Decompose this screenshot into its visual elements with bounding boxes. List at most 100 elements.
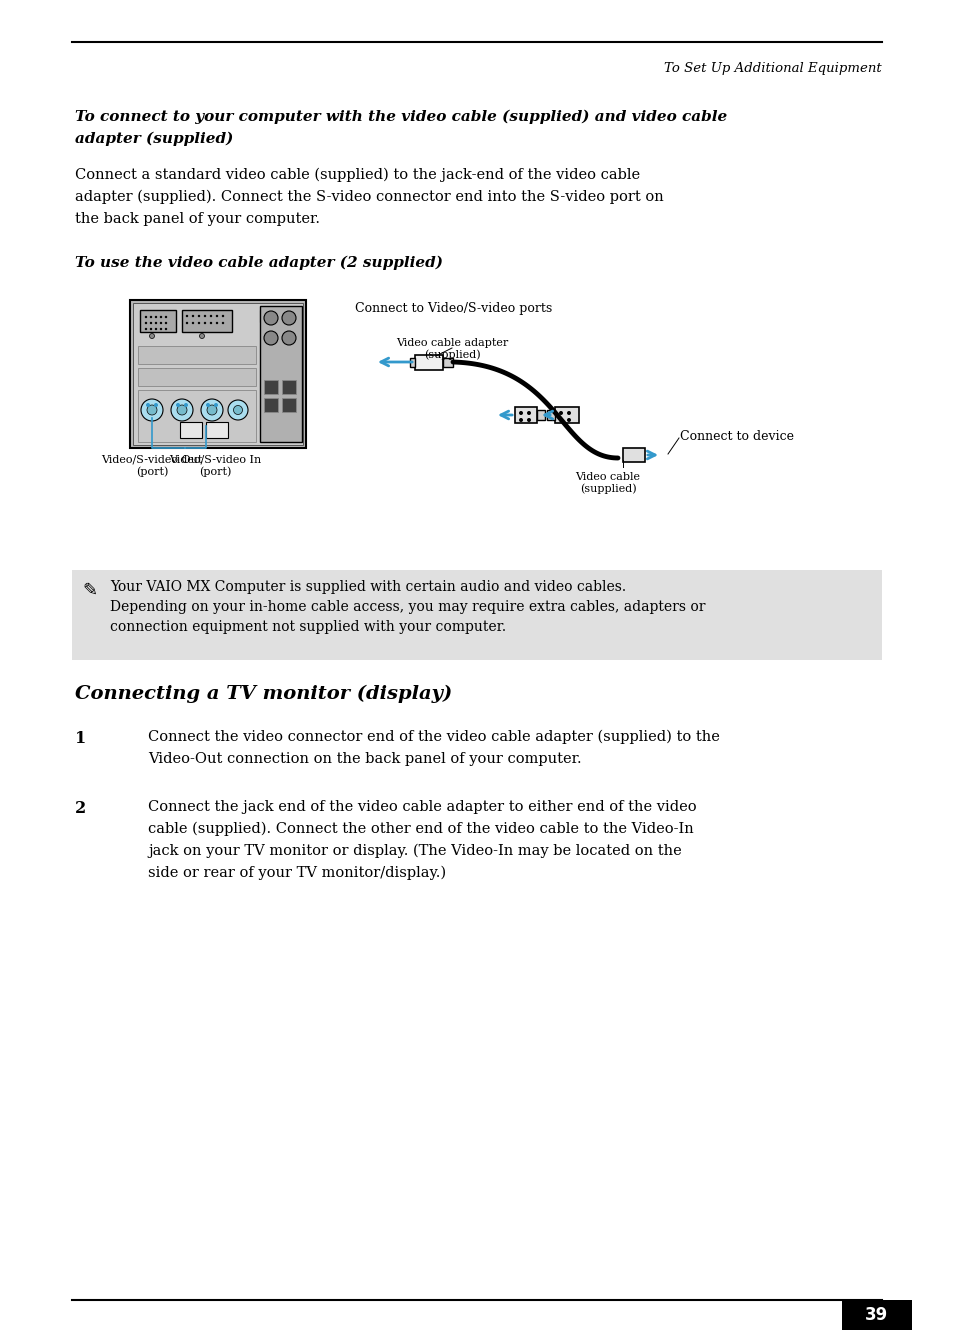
Circle shape: [204, 322, 206, 324]
Text: 2: 2: [75, 800, 86, 817]
Circle shape: [558, 418, 562, 422]
Text: Video cable adapter
(supplied): Video cable adapter (supplied): [395, 338, 508, 360]
Circle shape: [150, 322, 152, 324]
Circle shape: [558, 411, 562, 415]
Circle shape: [160, 316, 162, 318]
Circle shape: [160, 328, 162, 330]
Text: Connect a standard video cable (supplied) to the jack-end of the video cable: Connect a standard video cable (supplied…: [75, 168, 639, 182]
Circle shape: [186, 315, 188, 318]
Circle shape: [228, 401, 248, 419]
Text: ✎: ✎: [82, 582, 97, 600]
Circle shape: [186, 322, 188, 324]
Circle shape: [201, 399, 223, 421]
Text: Connect the jack end of the video cable adapter to either end of the video: Connect the jack end of the video cable …: [148, 800, 696, 813]
Circle shape: [141, 399, 163, 421]
Bar: [206, 422, 228, 438]
Bar: [71, 570, 882, 661]
Circle shape: [215, 322, 218, 324]
Circle shape: [215, 315, 218, 318]
Circle shape: [154, 328, 157, 330]
Circle shape: [165, 328, 167, 330]
Bar: [515, 407, 537, 423]
Text: adapter (supplied). Connect the S-video connector end into the S-video port on: adapter (supplied). Connect the S-video …: [75, 190, 663, 205]
Circle shape: [264, 331, 277, 344]
Bar: [622, 448, 644, 462]
Text: Video/S-video Out
(port): Video/S-video Out (port): [101, 456, 202, 477]
Circle shape: [526, 418, 531, 422]
Bar: [555, 407, 578, 423]
Circle shape: [150, 328, 152, 330]
Text: Video cable
(supplied): Video cable (supplied): [575, 472, 639, 494]
Circle shape: [145, 322, 147, 324]
Text: side or rear of your TV monitor/display.): side or rear of your TV monitor/display.…: [148, 866, 446, 880]
Bar: [280, 310, 295, 322]
Circle shape: [199, 334, 204, 339]
Circle shape: [171, 399, 193, 421]
Circle shape: [566, 418, 571, 422]
Bar: [182, 310, 232, 332]
Circle shape: [154, 316, 157, 318]
Circle shape: [192, 315, 194, 318]
Text: Depending on your in-home cable access, you may require extra cables, adapters o: Depending on your in-home cable access, …: [110, 600, 705, 614]
Circle shape: [165, 316, 167, 318]
Bar: [140, 310, 175, 332]
Text: Connect to device: Connect to device: [679, 430, 793, 444]
Circle shape: [175, 403, 180, 407]
Circle shape: [145, 316, 147, 318]
Circle shape: [197, 322, 200, 324]
Bar: [264, 398, 277, 411]
Circle shape: [147, 405, 157, 415]
Circle shape: [177, 405, 187, 415]
Text: connection equipment not supplied with your computer.: connection equipment not supplied with y…: [110, 620, 506, 634]
Bar: [841, 1300, 911, 1331]
Circle shape: [154, 322, 157, 324]
Bar: [442, 358, 453, 367]
Circle shape: [213, 403, 218, 407]
Bar: [138, 390, 255, 442]
Text: To use the video cable adapter (2 supplied): To use the video cable adapter (2 suppli…: [75, 256, 442, 271]
Bar: [264, 381, 277, 394]
Text: Video/S-video In
(port): Video/S-video In (port): [169, 456, 261, 477]
Circle shape: [153, 403, 158, 407]
Circle shape: [192, 322, 194, 324]
Bar: [537, 410, 544, 419]
Circle shape: [206, 403, 210, 407]
Circle shape: [518, 418, 522, 422]
Circle shape: [184, 403, 188, 407]
Circle shape: [233, 406, 242, 414]
Text: the back panel of your computer.: the back panel of your computer.: [75, 212, 319, 226]
Text: 1: 1: [75, 730, 86, 746]
Circle shape: [282, 311, 295, 326]
Circle shape: [160, 322, 162, 324]
Text: 39: 39: [864, 1306, 887, 1324]
Bar: [282, 381, 295, 394]
Text: Connect the video connector end of the video cable adapter (supplied) to the: Connect the video connector end of the v…: [148, 730, 720, 745]
Text: To connect to your computer with the video cable (supplied) and video cable: To connect to your computer with the vid…: [75, 110, 726, 125]
Text: Connecting a TV monitor (display): Connecting a TV monitor (display): [75, 685, 452, 704]
Text: jack on your TV monitor or display. (The Video-In may be located on the: jack on your TV monitor or display. (The…: [148, 844, 681, 859]
Circle shape: [282, 331, 295, 344]
Circle shape: [146, 403, 150, 407]
Circle shape: [518, 411, 522, 415]
Text: Video-Out connection on the back panel of your computer.: Video-Out connection on the back panel o…: [148, 752, 581, 766]
Circle shape: [150, 334, 154, 339]
Circle shape: [221, 322, 224, 324]
Text: Connect to Video/S-video ports: Connect to Video/S-video ports: [355, 302, 552, 315]
Bar: [138, 369, 255, 386]
Bar: [415, 355, 442, 370]
Circle shape: [207, 405, 216, 415]
Circle shape: [204, 315, 206, 318]
Circle shape: [145, 328, 147, 330]
Circle shape: [197, 315, 200, 318]
Bar: [410, 358, 415, 367]
Bar: [260, 306, 302, 442]
Bar: [546, 410, 555, 419]
Circle shape: [210, 315, 212, 318]
Bar: [180, 422, 202, 438]
Circle shape: [264, 311, 277, 326]
Circle shape: [566, 411, 571, 415]
Bar: [260, 310, 275, 322]
Bar: [130, 300, 306, 448]
Circle shape: [526, 411, 531, 415]
Circle shape: [165, 322, 167, 324]
